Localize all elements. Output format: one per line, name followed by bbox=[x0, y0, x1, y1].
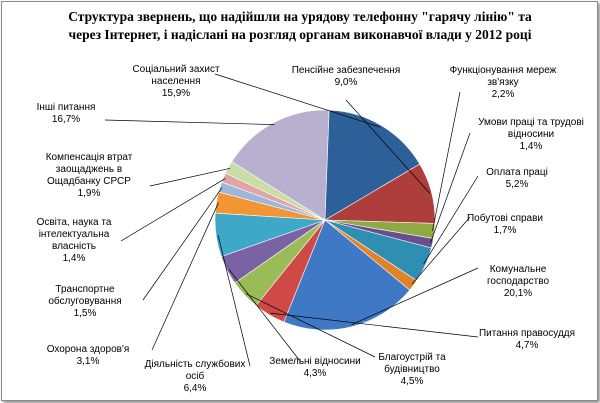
slice-label: Компенсація втрат заощаджень в Ощадбанку С… bbox=[46, 152, 133, 199]
pie-slice bbox=[231, 109, 330, 221]
pie-slice bbox=[283, 219, 411, 331]
leader-line bbox=[104, 119, 275, 125]
slice-label: Побутові справи 1,7% bbox=[467, 212, 543, 236]
leader-line bbox=[228, 269, 301, 362]
slice-label: Діяльність службових осіб 6,4% bbox=[145, 358, 246, 394]
leader-line bbox=[151, 202, 219, 351]
slice-label: Умови праці та трудові відносини 1,4% bbox=[478, 117, 584, 152]
slice-label: Питання правосуддя 4,7% bbox=[479, 328, 575, 351]
leader-line bbox=[142, 187, 223, 301]
slice-label: Охорона здоров'я 3,1% bbox=[47, 344, 130, 367]
slice-label: Освіта, наука та інтелектуальна власність 1… bbox=[37, 217, 112, 264]
leader-line bbox=[217, 234, 251, 367]
leader-line bbox=[411, 216, 471, 285]
leader-line bbox=[120, 178, 226, 242]
chart-title: Структура звернень, що надійшли на урядо… bbox=[68, 9, 532, 42]
leader-line bbox=[351, 267, 479, 326]
leader-line bbox=[430, 132, 471, 244]
slice-label: Благоустрій та будівництво 4,5% bbox=[378, 352, 446, 387]
leader-line bbox=[149, 167, 231, 187]
slice-label: Оплата праці 5,2% bbox=[486, 167, 548, 190]
leader-line bbox=[432, 91, 461, 231]
pie-slices bbox=[214, 109, 436, 331]
leader-line bbox=[214, 73, 381, 128]
slice-labels: Пенсійне забезпечення 9,0% Функціонування … bbox=[37, 64, 584, 394]
leader-line bbox=[245, 293, 376, 358]
leader-line bbox=[423, 175, 479, 265]
slice-label: Пенсійне забезпечення 9,0% bbox=[292, 64, 401, 88]
slice-label: Транспортне обслуговування 1,5% bbox=[48, 284, 121, 319]
slice-label: Земельні відносини 4,3% bbox=[269, 356, 360, 379]
pie-slice bbox=[324, 109, 421, 221]
leader-line bbox=[270, 312, 479, 338]
leader-lines bbox=[104, 73, 479, 367]
slice-label: Інші питання 16,7% bbox=[37, 102, 96, 125]
slice-label: Комунальне господарство 20,1% bbox=[487, 264, 549, 299]
leader-line bbox=[345, 99, 430, 194]
slice-label: Соціальний захист населення 15,9% bbox=[132, 64, 220, 99]
slice-label: Функціонування мереж зв'язку 2,2% bbox=[450, 65, 557, 100]
